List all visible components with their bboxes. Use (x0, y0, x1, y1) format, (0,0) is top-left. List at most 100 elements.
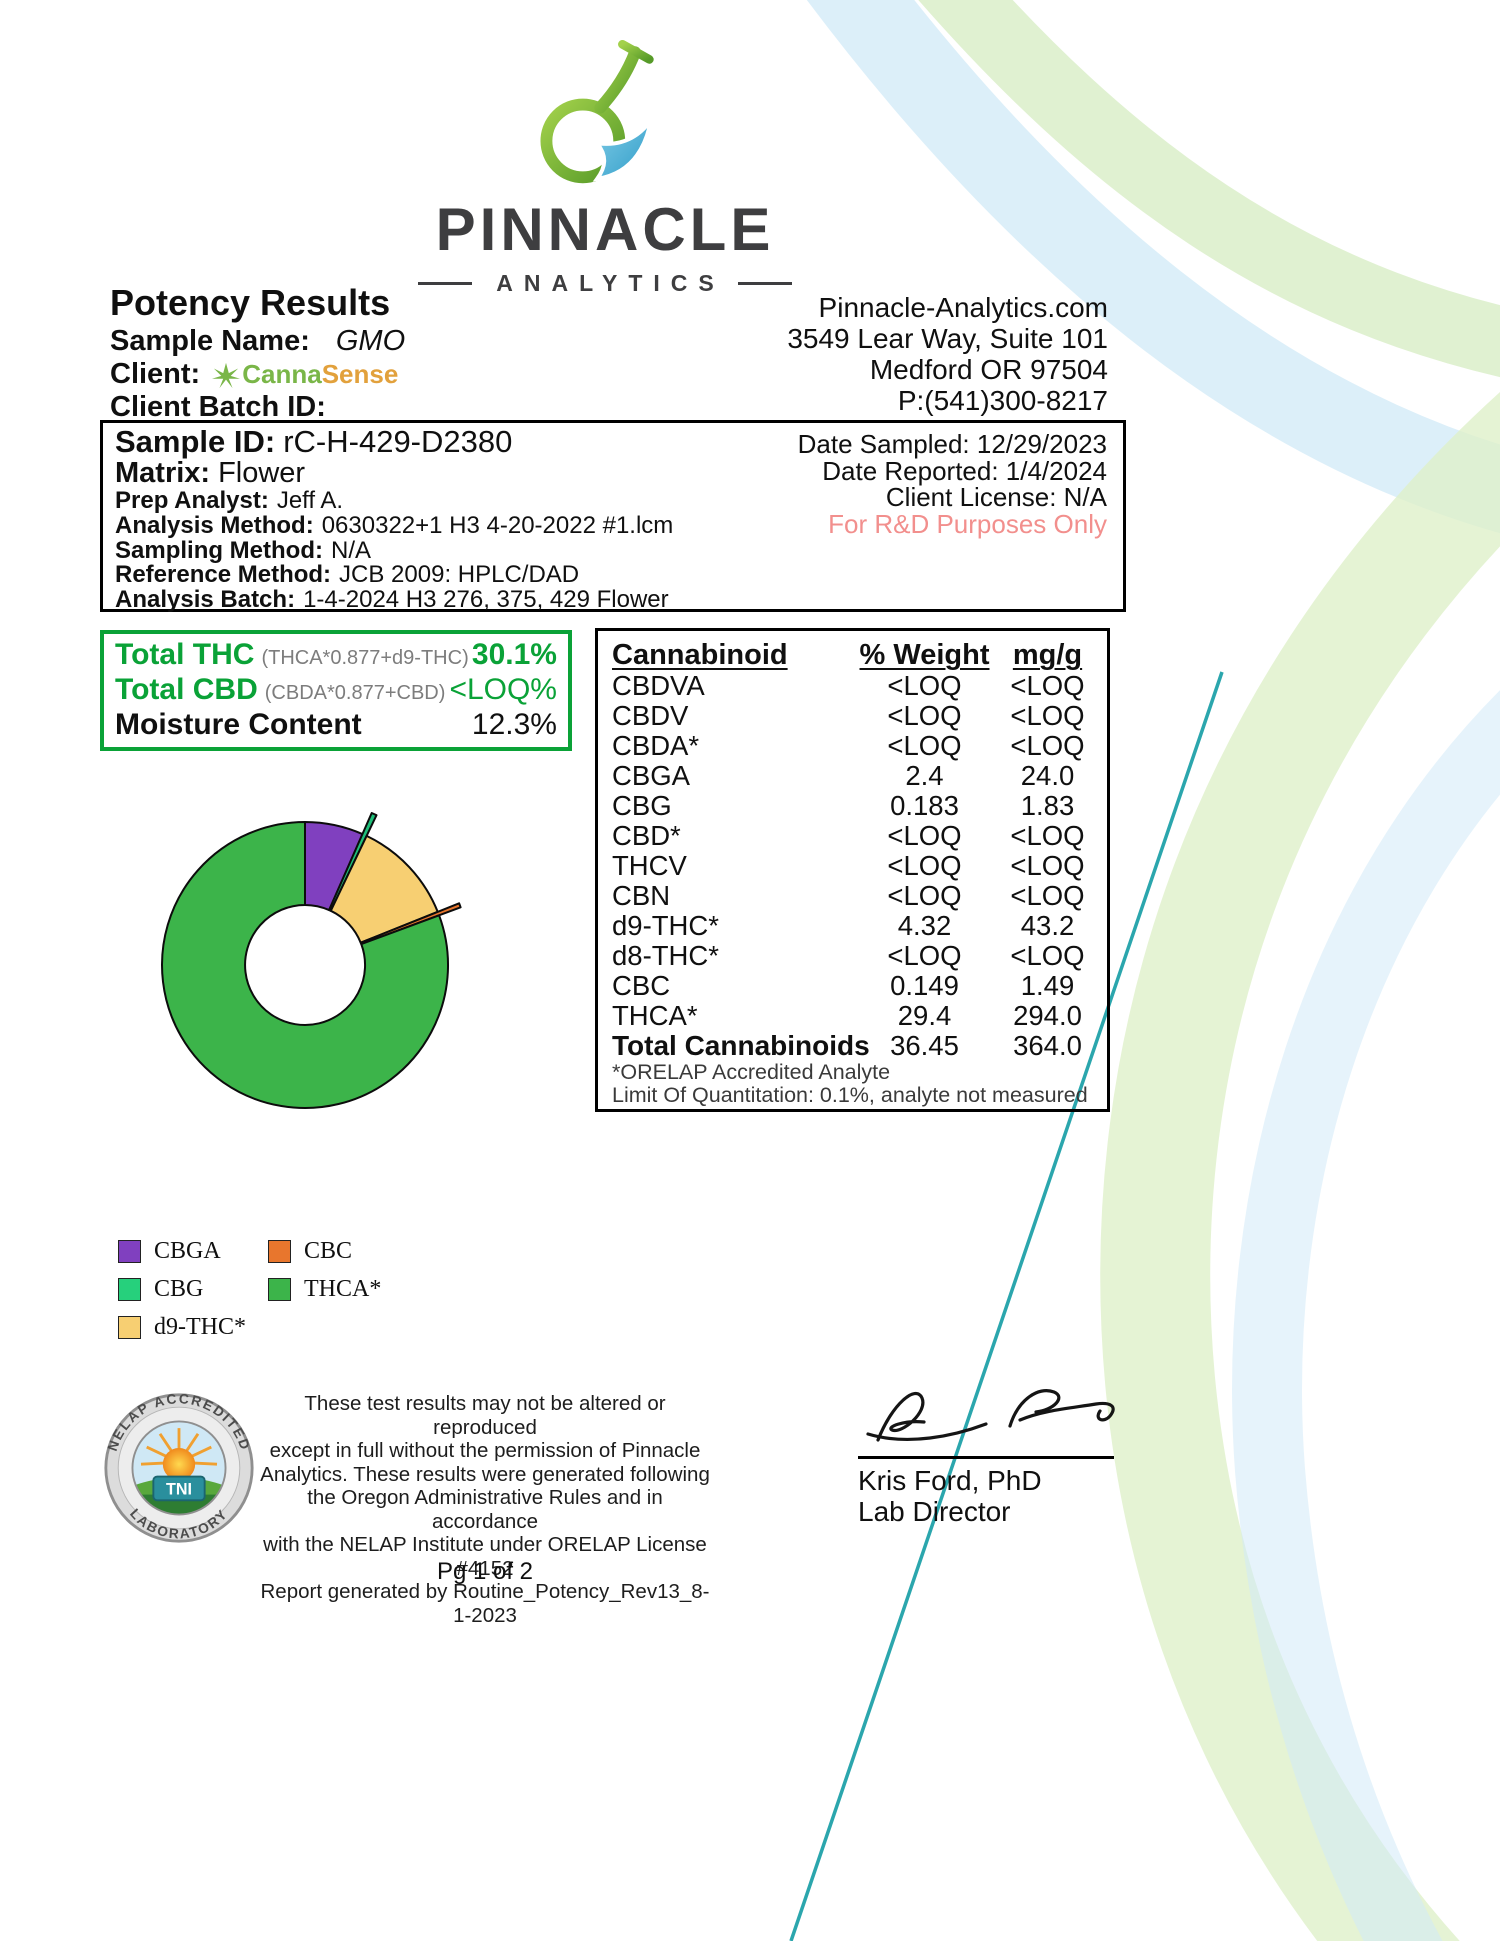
table-cell: 4.32 (897, 910, 952, 941)
signature-line (858, 1456, 1114, 1459)
table-cell: <LOQ (887, 880, 962, 911)
totals-summary-box: Total THC (THCA*0.877+d9-THC) 30.1% Tota… (100, 630, 572, 751)
table-cell: <LOQ (1010, 880, 1085, 911)
legend-item: CBC (268, 1232, 418, 1270)
table-cell: CBD* (612, 820, 681, 851)
lab-contact-info: Pinnacle-Analytics.com 3549 Lear Way, Su… (700, 292, 1108, 416)
table-cell: CBDV (612, 700, 689, 731)
signature-image (866, 1389, 1115, 1442)
table-row: d8-THC* <LOQ <LOQ (612, 941, 1093, 971)
table-cell: <LOQ (1010, 670, 1085, 701)
legend-swatch (118, 1277, 141, 1301)
sampling-method-label: Sampling Method: (115, 536, 323, 564)
signatory-title: Lab Director (858, 1496, 1011, 1527)
swoosh-blue-right (1232, 690, 1500, 1941)
swoosh-green-top (918, 0, 1500, 378)
legend-label: CBGA (154, 1237, 221, 1264)
table-cell: 29.4 (897, 1000, 952, 1031)
analysis-batch-row: Analysis Batch: 1-4-2024 H3 276, 375, 429… (115, 586, 1111, 614)
subtitle-rule-left (418, 282, 473, 285)
sample-id-value: rC-H-429-D2380 (283, 424, 513, 459)
table-cell: CBC (612, 970, 671, 1001)
legend-item: CBG (118, 1270, 268, 1308)
nelap-badge: TNI NELAP ACCREDITED LABORATORY (103, 1388, 255, 1553)
analysis-batch-label: Analysis Batch: (115, 586, 296, 614)
signatory-name: Kris Ford, PhD (858, 1465, 1042, 1496)
client-name-part2: Sense (321, 359, 399, 389)
donut-slice-THCA* (161, 821, 450, 1109)
table-row: THCA* 29.4 294.0 (612, 1001, 1093, 1031)
table-cell: <LOQ (1010, 700, 1085, 731)
swoosh-blue-top (806, 0, 1500, 534)
leaf-icon (212, 362, 241, 388)
logo-block: PINNACLE ANALYTICS (410, 30, 800, 297)
signature-block: Kris Ford, PhD Lab Director (858, 1376, 1138, 1527)
total-thc-row: Total THC (THCA*0.877+d9-THC) 30.1% (115, 639, 557, 674)
column-header-weight: % Weight (859, 639, 990, 671)
matrix-label: Matrix: (115, 457, 211, 489)
table-cell: d9-THC* (612, 910, 719, 941)
legend-item: THCA* (268, 1270, 418, 1308)
column-header-mgg: mg/g (1012, 639, 1083, 671)
table-cell: <LOQ (1010, 850, 1085, 881)
signature-stroke (876, 1391, 926, 1442)
brand-subtitle-row: ANALYTICS (410, 270, 800, 297)
total-cbd-row: Total CBD (CBDA*0.877+CBD) <LOQ% (115, 674, 557, 709)
legend-item: CBGA (118, 1232, 268, 1270)
table-cell: <LOQ (887, 700, 962, 731)
badge-center-text: TNI (166, 1481, 192, 1499)
table-row: CBDV <LOQ <LOQ (612, 701, 1093, 731)
table-cell: THCV (612, 850, 687, 881)
analysis-method-label: Analysis Method: (115, 511, 314, 539)
table-cell: <LOQ (887, 850, 962, 881)
client-name-part1: Canna (242, 359, 322, 389)
total-cannabinoids-label: Total Cannabinoids (612, 1030, 870, 1061)
table-header-row: Cannabinoid % Weight mg/g (612, 639, 1093, 671)
total-thc-value: 30.1% (471, 638, 557, 671)
total-cbd-formula: (CBDA*0.877+CBD) (264, 682, 446, 704)
reference-method-value: JCB 2009: HPLC/DAD (339, 561, 580, 589)
table-cell: 2.4 (905, 760, 944, 791)
table-row: CBC 0.149 1.49 (612, 971, 1093, 1001)
table-cell: THCA* (612, 1000, 698, 1031)
table-cell: <LOQ (887, 820, 962, 851)
disclaimer-text: These test results may not be altered or… (260, 1392, 710, 1627)
report-header: Potency Results Sample Name: GMO Client:… (110, 284, 405, 424)
prep-analyst-value: Jeff A. (276, 487, 344, 514)
table-row: CBN <LOQ <LOQ (612, 881, 1093, 911)
date-reported: Date Reported: 1/4/2024 (822, 455, 1107, 486)
table-cell: 43.2 (1020, 910, 1075, 941)
flask-logo-icon (540, 39, 654, 184)
matrix-value: Flower (218, 457, 306, 489)
table-cell: 24.0 (1020, 760, 1075, 791)
legend-item: d9-THC* (118, 1308, 268, 1346)
sample-id-row: Sample ID: rC-H-429-D2380 (115, 426, 1111, 458)
chart-legend: CBGA CBG d9-THC* CBC THCA* (118, 1232, 418, 1346)
analysis-method-value: 0630322+1 H3 4-20-2022 #1.lcm (321, 511, 674, 539)
subtitle-rule-right (737, 282, 792, 285)
table-cell: 294.0 (1013, 1000, 1082, 1031)
cannasense-logo: Canna Sense (212, 358, 398, 391)
table-cell: CBN (612, 880, 671, 911)
legend-swatch (118, 1239, 141, 1263)
client-license: Client License: N/A (885, 482, 1107, 512)
rd-purposes-notice: For R&D Purposes Only (828, 508, 1107, 539)
client-batch-row: Client Batch ID: (110, 391, 405, 424)
client-label: Client: (110, 358, 201, 390)
lab-phone: P:(541)300-8217 (897, 385, 1108, 416)
total-cbd-label: Total CBD (115, 673, 258, 706)
client-batch-label: Client Batch ID: (110, 391, 326, 423)
legend-swatch (268, 1277, 291, 1301)
table-row: CBG 0.183 1.83 (612, 791, 1093, 821)
total-thc-formula: (THCA*0.877+d9-THC) (261, 647, 469, 669)
table-cell: <LOQ (887, 730, 962, 761)
table-footnote-loq: Limit Of Quantitation: 0.1%, analyte not… (612, 1083, 1088, 1107)
lab-website: Pinnacle-Analytics.com (818, 292, 1108, 323)
brand-name: PINNACLE (435, 196, 775, 263)
table-cell: 0.149 (890, 970, 959, 1001)
reference-method-row: Reference Method: JCB 2009: HPLC/DAD (115, 561, 1111, 589)
total-cannabinoids-row: Total Cannabinoids 36.45 364.0 (612, 1031, 1093, 1061)
table-footnote-orelap: *ORELAP Accredited Analyte (612, 1060, 891, 1084)
nelap-badge-seal: TNI NELAP ACCREDITED LABORATORY (104, 1391, 254, 1543)
